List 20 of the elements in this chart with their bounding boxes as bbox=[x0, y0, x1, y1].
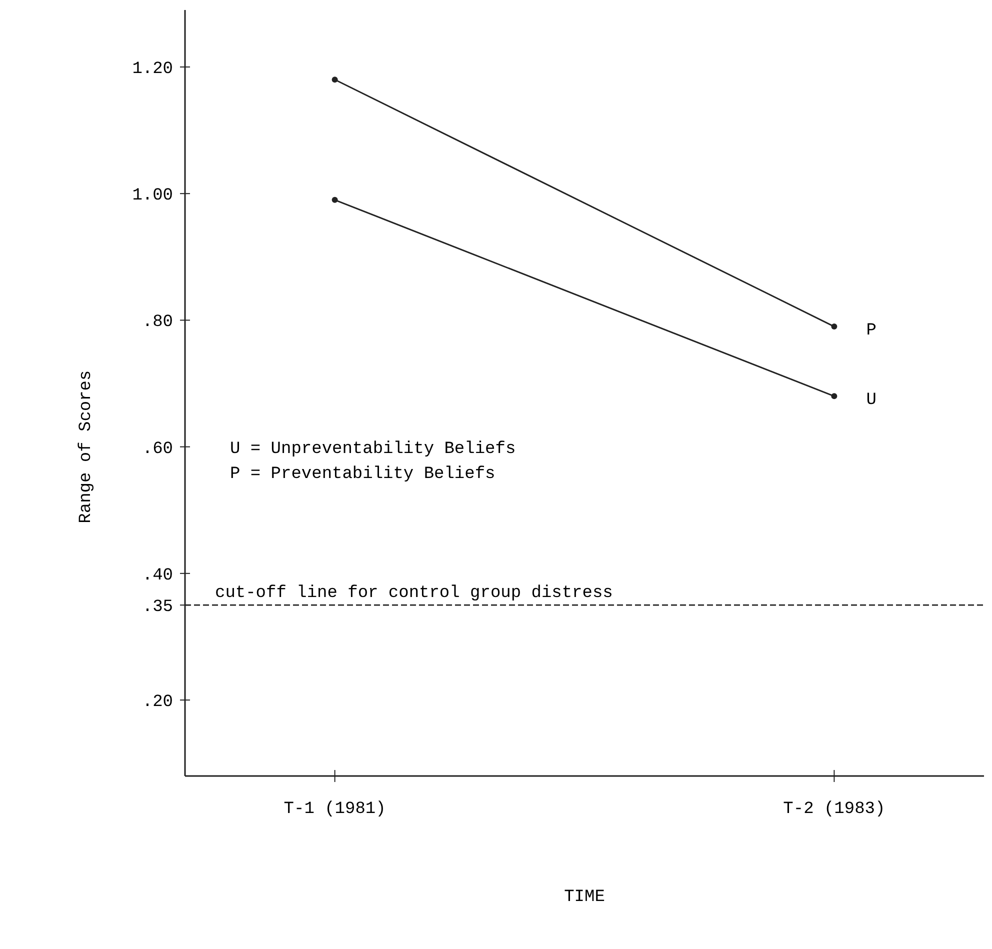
point bbox=[831, 324, 838, 330]
series-label: U bbox=[866, 391, 876, 410]
x-tick-label: T-1 (1981) bbox=[284, 800, 386, 819]
x-axis-title: TIME bbox=[564, 888, 605, 907]
point bbox=[332, 76, 338, 83]
y-tick-label: 1.00 bbox=[132, 186, 173, 206]
y-tick-label: .60 bbox=[142, 440, 173, 459]
y-tick-label: .80 bbox=[142, 313, 173, 332]
y-axis-title: Range of Scores bbox=[77, 370, 96, 524]
point bbox=[332, 196, 338, 203]
annotation: U = Unpreventability Beliefs bbox=[230, 440, 516, 459]
y-tick-label: 1.20 bbox=[132, 60, 173, 79]
annotation: P = Preventability Beliefs bbox=[230, 464, 496, 484]
y-tick-label: .35 bbox=[142, 598, 173, 618]
ref-line-label: cut-off line for control group distress bbox=[215, 584, 613, 604]
y-tick-label: .40 bbox=[142, 566, 173, 586]
y-tick-label: .20 bbox=[142, 692, 173, 712]
x-tick-label: T-2 (1983) bbox=[783, 800, 886, 819]
series-label: P bbox=[866, 322, 876, 341]
point bbox=[831, 393, 838, 400]
